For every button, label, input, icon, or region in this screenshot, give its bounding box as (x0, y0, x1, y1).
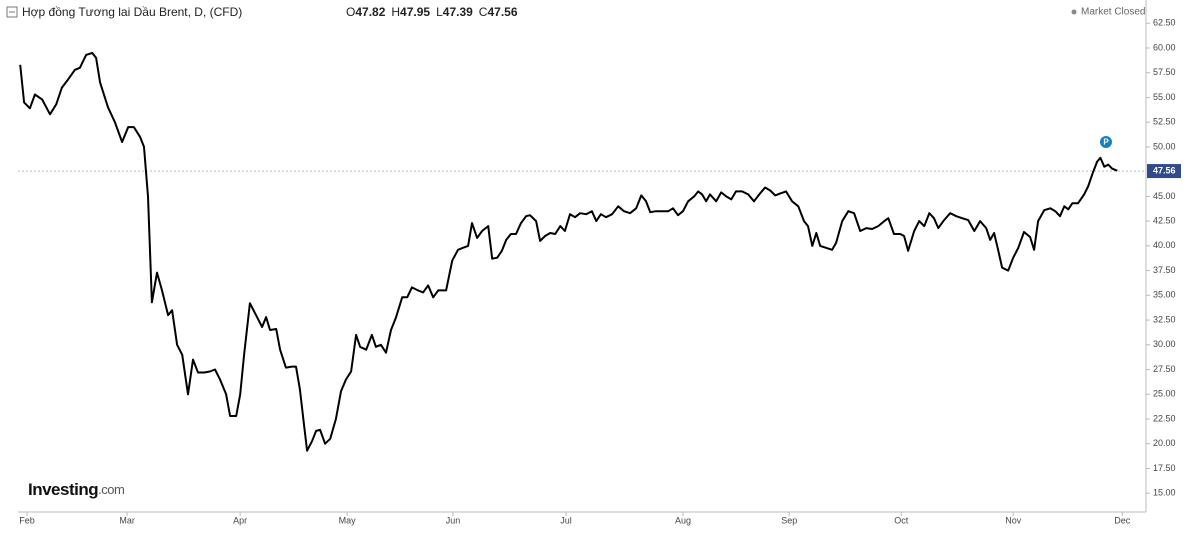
ohlc-value: 47.82 (355, 5, 385, 19)
x-tick-label: Dec (1114, 515, 1131, 525)
y-tick-label: 55.00 (1153, 92, 1176, 102)
y-tick-label: 32.50 (1153, 314, 1176, 324)
y-tick-label: 17.50 (1153, 463, 1176, 473)
y-tick-label: 30.00 (1153, 339, 1176, 349)
ohlc-value: 47.39 (443, 5, 473, 19)
y-tick-label: 42.50 (1153, 215, 1176, 225)
last-price-label: 47.56 (1153, 165, 1176, 175)
y-tick-label: 45.00 (1153, 191, 1176, 201)
y-tick-label: 57.50 (1153, 67, 1176, 77)
y-tick-label: 50.00 (1153, 141, 1176, 151)
y-tick-label: 37.50 (1153, 265, 1176, 275)
brand: Investing.com (28, 480, 124, 499)
x-tick-label: Feb (19, 515, 35, 525)
ohlc: O47.82 H47.95 L47.39 C47.56 (346, 5, 518, 19)
market-status: Market Closed (1081, 7, 1145, 18)
x-tick-label: Jun (446, 515, 461, 525)
y-tick-label: 40.00 (1153, 240, 1176, 250)
brand-suffix: .com (98, 482, 124, 497)
badge (1100, 136, 1112, 148)
y-tick-label: 60.00 (1153, 42, 1176, 52)
ohlc-value: 47.56 (487, 5, 517, 19)
chart-title: Hợp đồng Tương lai Dầu Brent, D, (CFD) (22, 5, 242, 19)
x-tick-label: Sep (781, 515, 797, 525)
x-tick-label: Aug (675, 515, 691, 525)
brand-name: Investing (28, 480, 98, 499)
x-tick-label: Nov (1005, 515, 1022, 525)
ohlc-label: C (479, 5, 488, 19)
y-tick-label: 15.00 (1153, 488, 1176, 498)
ohlc-text: O47.82 H47.95 L47.39 C47.56 (346, 5, 518, 19)
y-tick-label: 35.00 (1153, 290, 1176, 300)
y-tick-label: 27.50 (1153, 364, 1176, 374)
y-tick-label: 52.50 (1153, 117, 1176, 127)
x-tick-label: Jul (560, 515, 572, 525)
ohlc-value: 47.95 (400, 5, 430, 19)
y-tick-label: 22.50 (1153, 413, 1176, 423)
last-price-box (1147, 164, 1181, 179)
badge-label: P (1103, 138, 1109, 147)
ohlc-label: H (391, 5, 400, 19)
x-tick-label: Apr (233, 515, 247, 525)
y-tick-label: 62.50 (1153, 18, 1176, 28)
collapse-icon[interactable] (6, 6, 18, 18)
status-dot (1071, 9, 1077, 15)
ohlc-label: L (436, 5, 443, 19)
x-tick-label: Oct (894, 515, 909, 525)
x-tick-label: Mar (119, 515, 135, 525)
price-line (19, 51, 1118, 452)
ohlc-label: O (346, 5, 355, 19)
y-tick-label: 20.00 (1153, 438, 1176, 448)
y-tick-label: 25.00 (1153, 389, 1176, 399)
x-tick-label: May (339, 515, 357, 525)
